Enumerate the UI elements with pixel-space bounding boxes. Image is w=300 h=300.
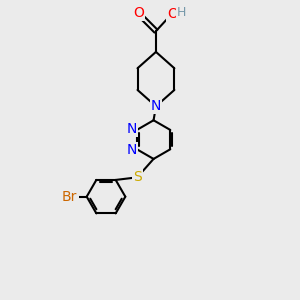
- Text: Br: Br: [62, 190, 77, 204]
- Text: H: H: [176, 6, 186, 19]
- Text: N: N: [126, 122, 137, 136]
- Text: N: N: [126, 143, 137, 157]
- Text: S: S: [133, 170, 142, 184]
- Text: O: O: [133, 6, 144, 20]
- Text: O: O: [167, 7, 178, 21]
- Text: N: N: [151, 99, 161, 113]
